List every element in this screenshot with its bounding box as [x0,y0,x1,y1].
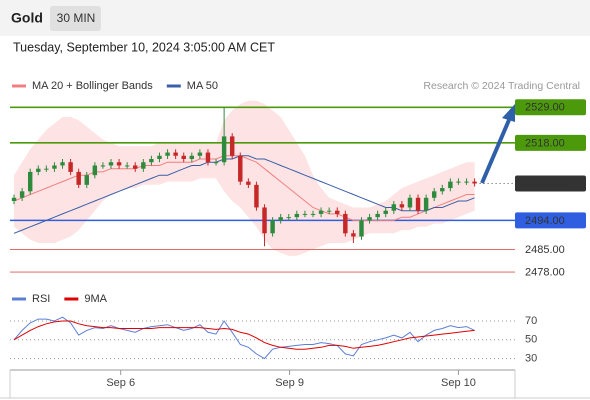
level-label-box [515,99,586,116]
timestamp: Tuesday, September 10, 2024 3:05:00 AM C… [13,40,275,54]
level-label: 2485.00 [525,244,565,256]
candle-body [415,197,421,211]
candle-body [302,213,308,215]
candle-body [36,168,41,172]
candle-body [133,165,138,169]
candle-body [383,210,388,214]
candle-body [294,213,300,218]
candle-body [149,159,154,163]
candle-body [165,152,170,156]
candle-body [76,171,81,185]
ma-line [13,155,475,234]
candle-body [286,217,291,219]
candle-body [351,233,356,237]
candle-body [124,165,130,167]
level-label-box [515,212,586,229]
level-label: 2518.00 [525,137,565,149]
level-label-box [515,134,586,151]
candle-body [213,162,219,164]
candle-body [440,188,445,192]
candle-body [229,136,235,156]
candle-body [254,184,259,208]
candle-body [238,155,243,182]
candle-body [270,220,275,234]
y-tick-label: 50 [525,334,537,346]
candle-body [141,162,146,169]
candle-body [472,181,477,184]
candle-body [318,210,324,214]
legend-label: MA 50 [187,80,218,92]
candle-body [359,220,364,237]
candle-body [181,155,186,159]
source: Research © 2024 Trading Central [423,80,580,92]
ma-line [13,155,475,221]
candle-body [205,152,211,163]
legend-label: RSI [32,293,50,305]
candle-body [44,168,49,170]
candle-body [68,162,73,172]
legend-label: 9MA [84,293,107,305]
level-label: 2494.00 [525,215,565,227]
candle-body [391,204,397,211]
level-label-box [515,175,586,192]
y-tick-label: 70 [525,315,537,327]
indicator-line [13,320,475,350]
candle-body [335,210,340,214]
candle-body [92,165,98,176]
candle-body [157,155,162,159]
candle-body [367,217,372,221]
timeframe: 30 MIN [57,11,96,25]
bollinger-band [14,100,475,256]
candle-body [221,136,227,163]
plot-layer: 2529.00 2518.00 2505.42 2494.00 2485.00 2478.… [10,80,586,389]
candle-body [84,175,89,185]
candle-body [19,191,25,198]
candle-body [52,165,57,169]
candle-body [431,191,437,198]
indicator-line [13,316,475,360]
arrow-head [502,104,515,122]
x-tick-label: Sep 6 [106,377,135,389]
candle-body [27,171,33,192]
candle-body [399,204,405,208]
timeframe-box [50,6,101,31]
candle-body [448,181,453,189]
level-label: 2529.00 [525,102,565,114]
candle-body [11,197,17,201]
candle-body [100,165,106,167]
candle-body [197,152,203,156]
level-label: 2505.42 [525,178,565,190]
candle-body [262,207,267,234]
candle-body [326,210,332,212]
forecast-arrow [480,119,511,184]
candle-body [60,162,65,166]
legend-label: MA 20 + Bollinger Bands [32,80,153,92]
candle-body [464,181,469,183]
candle-body [423,197,429,211]
x-tick-label: Sep 9 [275,377,304,389]
candle-body [189,155,195,159]
candle-body [173,152,178,156]
x-tick-label: Sep 10 [441,377,476,389]
instrument: Gold [11,10,43,26]
candle-body [456,181,461,183]
candle-body [278,217,283,221]
level-label: 2478.00 [525,266,565,278]
candle-body [310,213,316,215]
candle-body [246,181,251,185]
candle-body [375,213,380,218]
y-tick-label: 30 [525,353,537,365]
candle-body [407,197,413,208]
candle-body [108,162,114,166]
candle-body [343,213,348,234]
candle-body [116,162,122,166]
